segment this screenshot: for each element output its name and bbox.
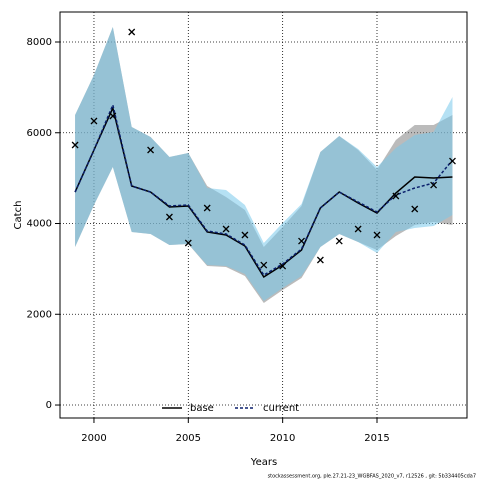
observation <box>128 28 136 36</box>
y-tick-label: 6000 <box>27 128 52 139</box>
observation <box>71 141 79 149</box>
plot-frame <box>59 11 468 419</box>
observation <box>298 237 305 245</box>
observation <box>411 205 419 213</box>
observation <box>449 157 456 165</box>
y-tick-label: 0 <box>46 400 52 411</box>
observation <box>184 239 192 247</box>
observation <box>392 192 400 200</box>
observation <box>260 261 268 269</box>
observation <box>279 262 287 270</box>
confidence-band <box>75 26 453 302</box>
x-tick-label: 2015 <box>364 433 389 444</box>
legend-label: base <box>190 403 214 414</box>
observation <box>109 112 117 120</box>
observation <box>165 213 173 221</box>
x-axis-label: Years <box>250 457 277 468</box>
footer: stockassessment.org, ple.27.21-23_WGBFAS… <box>268 474 476 480</box>
y-axis-label: Catch <box>13 201 24 230</box>
x-tick-label: 2005 <box>176 433 201 444</box>
observation <box>222 225 230 233</box>
observation <box>430 181 438 189</box>
y-tick-label: 8000 <box>27 37 52 48</box>
x-tick-label: 2010 <box>270 433 295 444</box>
observation <box>241 231 249 239</box>
line <box>74 105 453 279</box>
observation <box>90 117 98 125</box>
observation <box>316 256 324 264</box>
y-tick-label: 4000 <box>27 219 52 230</box>
x-tick-label: 2000 <box>81 433 106 444</box>
observation <box>147 146 155 154</box>
observation <box>203 204 211 212</box>
observation <box>335 237 343 245</box>
y-tick-label: 2000 <box>27 309 52 320</box>
observation <box>373 231 381 239</box>
observation <box>354 225 362 233</box>
legend-label: current <box>263 403 299 414</box>
